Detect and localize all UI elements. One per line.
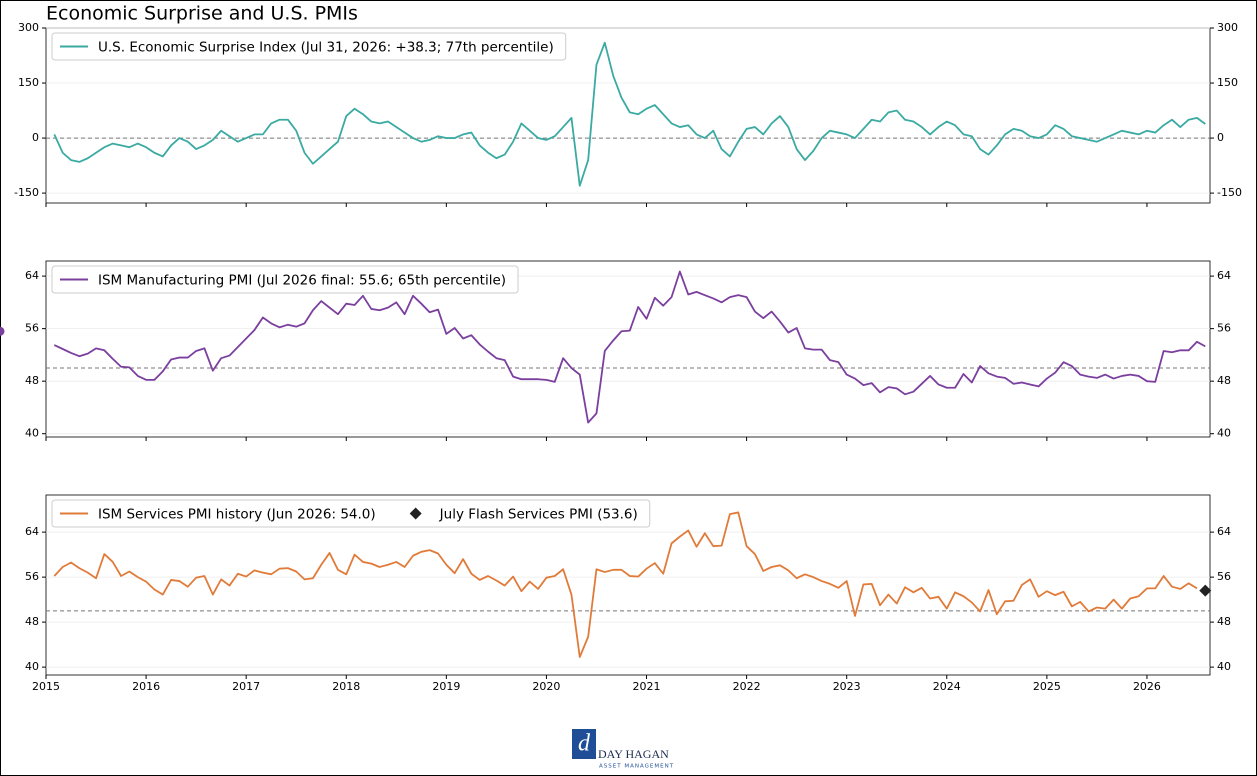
x-tick-label: 2015 — [32, 680, 60, 693]
legend-label: ISM Services PMI history (Jun 2026: 54.0… — [98, 507, 376, 523]
logo: d DAY HAGAN ASSET MANAGEMENT — [572, 729, 674, 770]
y-tick-label: 64 — [25, 269, 39, 282]
series-line — [53, 270, 1206, 424]
y2-tick-label: 150 — [1217, 76, 1238, 89]
chart-title: Economic Surprise and U.S. PMIs — [46, 3, 358, 25]
legend-box — [51, 32, 567, 61]
legend-label: ISM Manufacturing PMI (Jul 2026 final: 5… — [98, 273, 506, 289]
x-tick-label: 2026 — [1133, 680, 1161, 693]
x-tick-label: 2017 — [232, 680, 260, 693]
y2-tick-label: 48 — [1217, 374, 1231, 387]
y2-tick-label: 48 — [1217, 615, 1231, 628]
y-tick-label: 48 — [25, 374, 39, 387]
y2-tick-label: 64 — [1217, 525, 1231, 538]
x-tick-label: 2024 — [933, 680, 961, 693]
legend-marker — [409, 507, 422, 520]
legend: U.S. Economic Surprise Index (Jul 31, 20… — [51, 32, 567, 61]
logo-mark — [572, 729, 596, 759]
y-tick-label: 150 — [18, 76, 39, 89]
logo-letter: d — [578, 731, 591, 757]
y-tick-label: 300 — [18, 21, 39, 34]
y-tick-label: 40 — [25, 427, 39, 440]
legend-label: U.S. Economic Surprise Index (Jul 31, 20… — [98, 40, 554, 56]
y2-tick-label: 300 — [1217, 21, 1238, 34]
legend-box — [51, 499, 651, 528]
x-tick-label: 2018 — [332, 680, 360, 693]
y-tick-label: -150 — [14, 186, 39, 199]
y2-tick-label: 40 — [1217, 427, 1231, 440]
y2-tick-label: 0 — [1217, 131, 1224, 144]
x-tick-label: 2022 — [733, 680, 761, 693]
flash-marker — [1199, 584, 1212, 597]
y2-tick-label: -150 — [1217, 186, 1242, 199]
series-line — [53, 41, 1206, 187]
y-tick-label: 0 — [32, 131, 39, 144]
y2-tick-label: 56 — [1217, 322, 1231, 335]
x-tick-label: 2023 — [833, 680, 861, 693]
x-tick-label: 2016 — [132, 680, 160, 693]
legend: ISM Services PMI history (Jun 2026: 54.0… — [51, 499, 651, 528]
y2-tick-label: 64 — [1217, 269, 1231, 282]
y-tick-label: 64 — [25, 525, 39, 538]
y-tick-label: 48 — [25, 615, 39, 628]
x-tick-label: 2025 — [1033, 680, 1061, 693]
x-tick-label: 2019 — [432, 680, 460, 693]
legend-box — [51, 265, 519, 294]
x-tick-label: 2021 — [633, 680, 661, 693]
legend-label: July Flash Services PMI (53.6) — [439, 507, 638, 523]
y-tick-label: 56 — [25, 322, 39, 335]
y-tick-label: 40 — [25, 660, 39, 673]
x-tick-label: 2020 — [532, 680, 560, 693]
y2-tick-label: 40 — [1217, 660, 1231, 673]
y-tick-label: 56 — [25, 570, 39, 583]
logo-name: DAY HAGAN — [598, 747, 669, 761]
last-point — [0, 326, 5, 336]
legend: ISM Manufacturing PMI (Jul 2026 final: 5… — [51, 265, 519, 294]
logo-tagline: ASSET MANAGEMENT — [599, 764, 674, 770]
y2-tick-label: 56 — [1217, 570, 1231, 583]
series-line — [53, 511, 1198, 658]
